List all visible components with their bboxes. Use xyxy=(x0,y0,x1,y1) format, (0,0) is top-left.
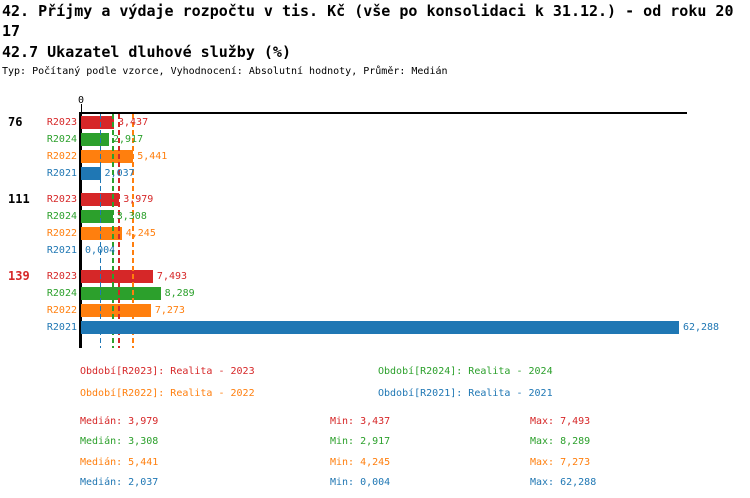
bar-value-label: 2,917 xyxy=(113,134,144,145)
report-title-line1: 42. Příjmy a výdaje rozpočtu v tis. Kč (… xyxy=(2,2,734,20)
median-line-r2022 xyxy=(132,114,134,348)
legend-item-r2023: Období[R2023]: Realita - 2023 xyxy=(80,366,255,377)
chart-subtitle: Typ: Počítaný podle vzorce, Vyhodnocení:… xyxy=(2,66,448,77)
x-axis-line xyxy=(81,112,687,114)
axis-zero-tick-mark xyxy=(80,104,82,113)
bar-r2021-group-139 xyxy=(81,321,679,334)
bar-value-label: 0,004 xyxy=(85,245,116,256)
stat-max-r2024: Max: 8,289 xyxy=(530,436,591,447)
bar-row-label-r2023: R2023 xyxy=(46,117,77,128)
stat-median-r2024: Medián: 3,308 xyxy=(80,436,159,447)
stat-median-r2021: Medián: 2,037 xyxy=(80,477,159,488)
median-line-r2024 xyxy=(112,114,114,348)
bar-row-label-r2024: R2024 xyxy=(46,288,77,299)
bar-row-label-r2024: R2024 xyxy=(46,134,77,145)
bar-r2024-group-139 xyxy=(81,287,161,300)
bar-row-label-r2023: R2023 xyxy=(46,194,77,205)
stat-min-r2023: Min: 3,437 xyxy=(330,416,391,427)
stat-min-r2022: Min: 4,245 xyxy=(330,457,391,468)
bar-r2021-group-76 xyxy=(81,167,101,180)
bar-row-label-r2024: R2024 xyxy=(46,211,77,222)
bar-value-label: 2,037 xyxy=(104,168,135,179)
median-line-r2023 xyxy=(118,114,120,348)
group-label-139: 139 xyxy=(8,269,30,283)
bar-row-label-r2021: R2021 xyxy=(46,322,77,333)
bar-value-label: 62,288 xyxy=(682,322,720,333)
bar-chart: 0 76 R2023 3,437 R2024 2,917 R2022 5,441 R2021 2,… xyxy=(8,95,720,348)
bar-row-label-r2022: R2022 xyxy=(46,228,77,239)
bar-r2024-group-76 xyxy=(81,133,109,146)
group-label-111: 111 xyxy=(8,192,30,206)
median-line-r2021 xyxy=(99,114,102,348)
legend-item-r2022: Období[R2022]: Realita - 2022 xyxy=(80,388,255,399)
bar-r2023-group-76 xyxy=(81,116,114,129)
stat-median-r2022: Medián: 5,441 xyxy=(80,457,159,468)
axis-zero-tick-label: 0 xyxy=(77,95,85,106)
bar-r2023-group-139 xyxy=(81,270,153,283)
bar-row-label-r2022: R2022 xyxy=(46,305,77,316)
report-title-line2: 17 xyxy=(2,22,21,40)
bar-r2022-group-76 xyxy=(81,150,134,163)
bar-row-label-r2023: R2023 xyxy=(46,271,77,282)
stat-max-r2022: Max: 7,273 xyxy=(530,457,591,468)
bar-r2024-group-111 xyxy=(81,210,113,223)
bar-row-label-r2022: R2022 xyxy=(46,151,77,162)
stat-max-r2023: Max: 7,493 xyxy=(530,416,591,427)
bar-value-label: 8,289 xyxy=(164,288,195,299)
bar-value-label: 7,273 xyxy=(154,305,185,316)
bar-r2022-group-111 xyxy=(81,227,122,240)
legend-item-r2021: Období[R2021]: Realita - 2021 xyxy=(378,388,553,399)
bar-r2022-group-139 xyxy=(81,304,151,317)
stat-max-r2021: Max: 62,288 xyxy=(530,477,597,488)
bar-row-label-r2021: R2021 xyxy=(46,245,77,256)
bar-value-label: 3,979 xyxy=(123,194,154,205)
bar-value-label: 3,437 xyxy=(117,117,149,128)
bar-value-label: 5,441 xyxy=(137,151,168,162)
bar-value-label: 3,308 xyxy=(116,211,147,222)
legend-item-r2024: Období[R2024]: Realita - 2024 xyxy=(378,366,553,377)
bar-value-label: 4,245 xyxy=(125,228,156,239)
group-label-76: 76 xyxy=(8,115,23,129)
bar-row-label-r2021: R2021 xyxy=(46,168,77,179)
bar-value-label: 7,493 xyxy=(156,271,188,282)
stat-min-r2021: Min: 0,004 xyxy=(330,477,391,488)
stat-min-r2024: Min: 2,917 xyxy=(330,436,391,447)
y-axis-line xyxy=(78,112,82,348)
stat-median-r2023: Medián: 3,979 xyxy=(80,416,159,427)
section-title: 42.7 Ukazatel dluhové služby (%) xyxy=(2,43,291,61)
